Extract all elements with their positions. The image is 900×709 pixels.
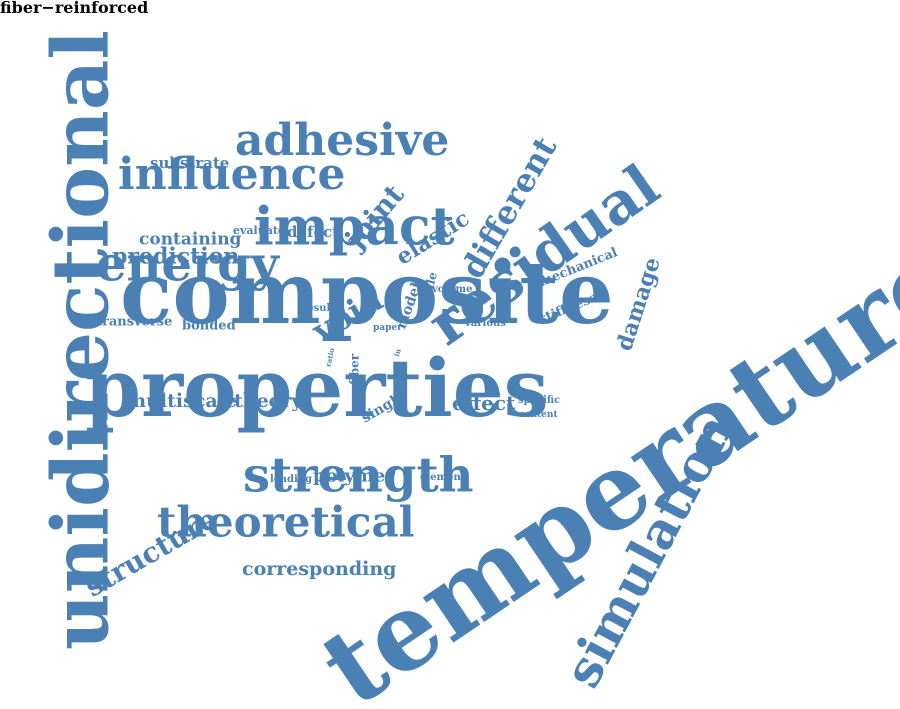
word-paper: paper [373, 322, 402, 333]
word-evaluate: evaluate [233, 224, 285, 238]
word-containing: containing [139, 229, 242, 250]
word-strength: strength [243, 447, 474, 504]
word-various: various [465, 318, 506, 329]
word-fiber: fiber [347, 353, 362, 385]
word-influence: influence [118, 148, 346, 200]
word-polymer: polymer [313, 465, 395, 487]
word-impact: impact [254, 196, 455, 258]
word-element: element [420, 472, 466, 483]
word-substrate: substrate [150, 154, 230, 172]
word-corresponding: corresponding [242, 557, 397, 580]
word-result: result [302, 303, 335, 314]
word-loading: loading [270, 474, 313, 485]
word-bonded: bonded [182, 318, 236, 334]
word-damage: damage [611, 254, 666, 354]
word-defect: defect [287, 223, 340, 241]
word-content: content [519, 409, 558, 420]
word-theory: theory [234, 389, 303, 412]
word-theoretical: theoretical [157, 497, 415, 547]
word-prediction: prediction [112, 243, 240, 270]
word-energy: energy [96, 236, 279, 293]
word-volume: volume [432, 284, 473, 295]
word-transverse: transverse [96, 314, 173, 330]
word-adhesive: adhesive [235, 114, 450, 166]
word-fiber-reinforced: fiber−reinforced [0, 0, 149, 17]
word-composite: composite [120, 243, 614, 345]
word-effect: effect [452, 391, 516, 415]
word-specific: specific [518, 395, 561, 406]
word-properties: properties [85, 341, 549, 435]
word-multiscale: multiscale [126, 389, 238, 412]
